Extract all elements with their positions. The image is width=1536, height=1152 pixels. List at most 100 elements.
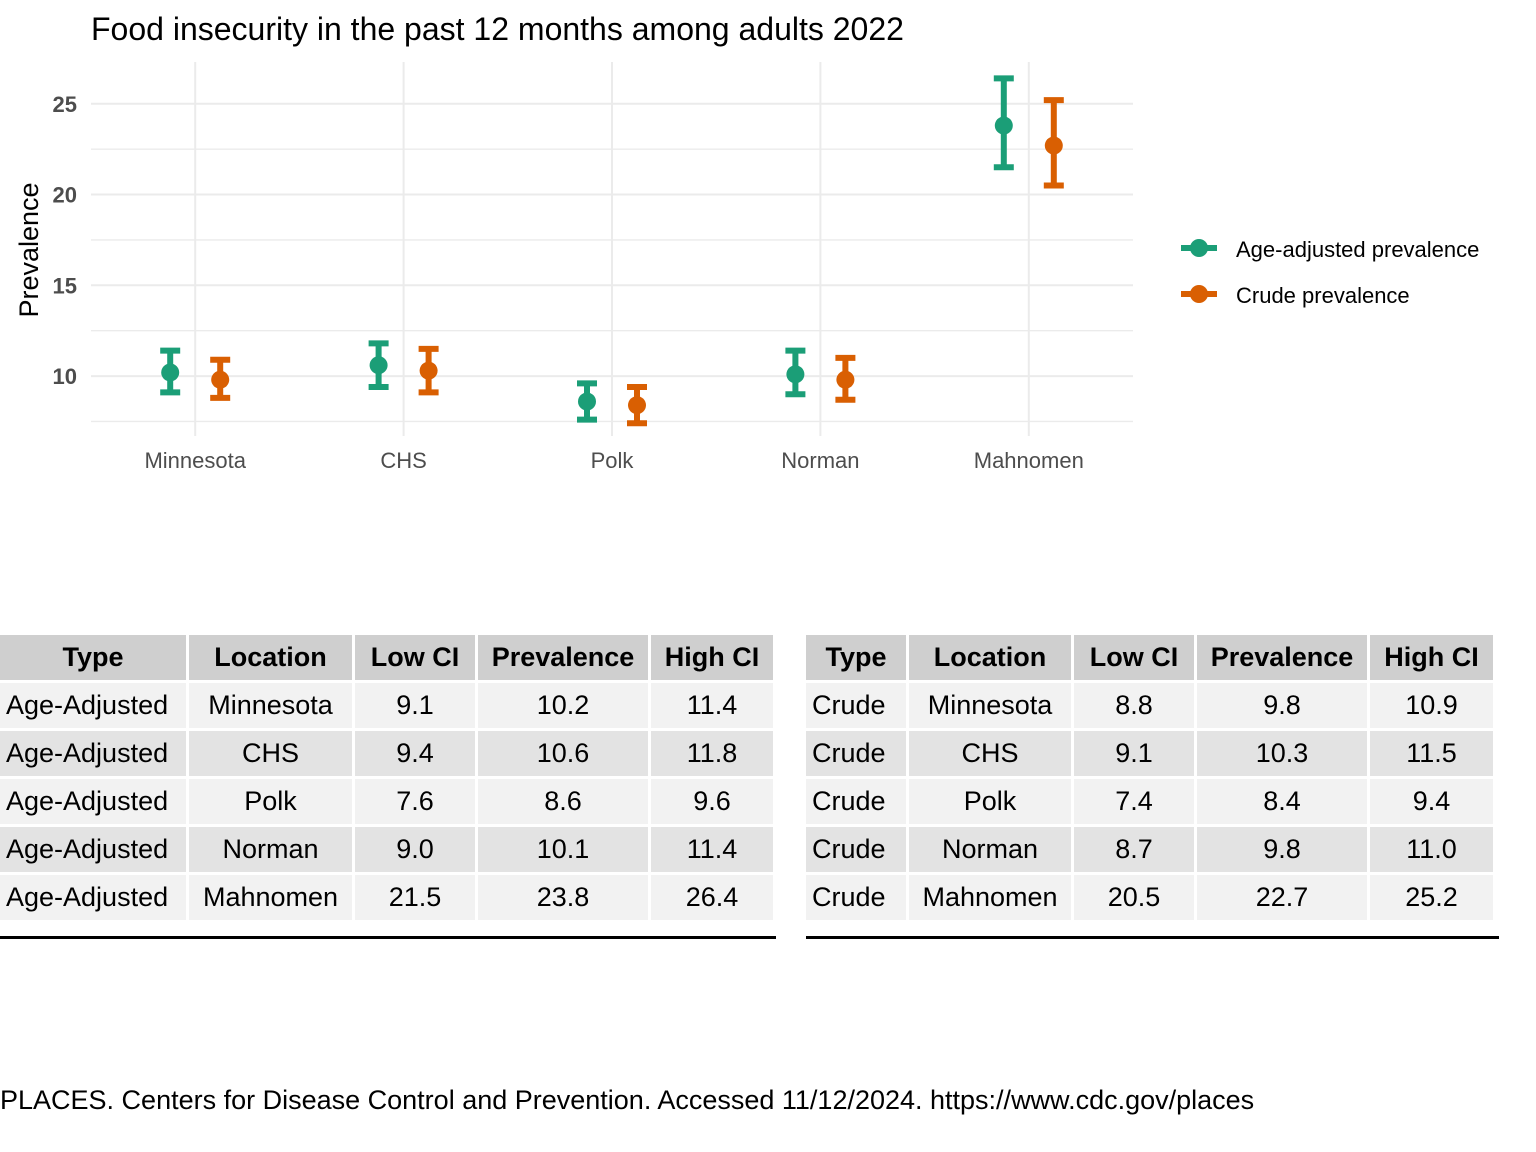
y-axis-label: Prevalence <box>14 182 44 317</box>
grid-layer <box>91 62 1133 436</box>
cell-prevalence: 10.2 <box>478 683 648 728</box>
header-type: Type <box>806 635 906 680</box>
cell-type: Crude <box>806 875 906 920</box>
chart-title: Food insecurity in the past 12 months am… <box>91 11 904 47</box>
x-tick-label: CHS <box>380 448 426 473</box>
cell-high-ci: 11.0 <box>1370 827 1493 872</box>
y-tick-label: 10 <box>53 364 77 389</box>
cell-high-ci: 26.4 <box>651 875 773 920</box>
cell-type: Age-Adjusted <box>0 779 186 824</box>
table-row: Crude Norman 8.7 9.8 11.0 <box>806 827 1493 872</box>
cell-location: Minnesota <box>909 683 1071 728</box>
source-footnote: PLACES. Centers for Disease Control and … <box>0 1085 1255 1115</box>
table-row: Age-Adjusted CHS 9.4 10.6 11.8 <box>0 731 773 776</box>
table-row: Age-Adjusted Minnesota 9.1 10.2 11.4 <box>0 683 773 728</box>
cell-low-ci: 9.1 <box>1074 731 1194 776</box>
data-point <box>786 365 805 384</box>
cell-high-ci: 25.2 <box>1370 875 1493 920</box>
errorbar-chart: Food insecurity in the past 12 months am… <box>14 11 1479 473</box>
cell-location: Norman <box>909 827 1071 872</box>
cell-high-ci: 11.5 <box>1370 731 1493 776</box>
cell-location: Polk <box>189 779 352 824</box>
y-tick-label: 20 <box>53 183 77 208</box>
table-row: Crude CHS 9.1 10.3 11.5 <box>806 731 1493 776</box>
cell-location: Mahnomen <box>189 875 352 920</box>
data-point <box>419 361 438 380</box>
error-bar-group <box>577 380 597 423</box>
error-bar-group <box>368 340 389 390</box>
cell-type: Crude <box>806 731 906 776</box>
cell-high-ci: 9.4 <box>1370 779 1493 824</box>
header-low-ci: Low CI <box>1074 635 1194 680</box>
cell-high-ci: 10.9 <box>1370 683 1493 728</box>
header-high-ci: High CI <box>1370 635 1493 680</box>
x-tick-labels: Minnesota CHS Polk Norman Mahnomen <box>144 448 1083 473</box>
legend: Age-adjusted prevalence Crude prevalence <box>1181 237 1479 308</box>
cell-location: Norman <box>189 827 352 872</box>
legend-key-point <box>1190 239 1208 257</box>
crude-table: Type Location Low CI Prevalence High CI … <box>803 632 1496 923</box>
legend-label: Crude prevalence <box>1236 283 1410 308</box>
header-location: Location <box>189 635 352 680</box>
error-bar-group <box>418 345 439 396</box>
table-row: Crude Minnesota 8.8 9.8 10.9 <box>806 683 1493 728</box>
y-tick-label: 15 <box>53 273 77 298</box>
cell-prevalence: 9.8 <box>1197 827 1367 872</box>
header-high-ci: High CI <box>651 635 773 680</box>
header-location: Location <box>909 635 1071 680</box>
data-point <box>1044 136 1063 155</box>
cell-high-ci: 11.4 <box>651 827 773 872</box>
cell-type: Crude <box>806 779 906 824</box>
cell-low-ci: 9.1 <box>355 683 475 728</box>
cell-type: Age-Adjusted <box>0 731 186 776</box>
cell-low-ci: 8.7 <box>1074 827 1194 872</box>
table-bottom-rule <box>806 936 1499 939</box>
cell-prevalence: 10.3 <box>1197 731 1367 776</box>
table-row: Age-Adjusted Mahnomen 21.5 23.8 26.4 <box>0 875 773 920</box>
cell-low-ci: 21.5 <box>355 875 475 920</box>
cell-location: Polk <box>909 779 1071 824</box>
table-header-row: Type Location Low CI Prevalence High CI <box>0 635 773 680</box>
age-adjusted-table: Type Location Low CI Prevalence High CI … <box>0 632 776 923</box>
cell-location: CHS <box>189 731 352 776</box>
cell-type: Age-Adjusted <box>0 683 186 728</box>
cell-type: Age-Adjusted <box>0 827 186 872</box>
header-prevalence: Prevalence <box>478 635 648 680</box>
cell-type: Age-Adjusted <box>0 875 186 920</box>
error-bar-marks <box>160 75 1064 427</box>
cell-prevalence: 23.8 <box>478 875 648 920</box>
data-point <box>994 116 1013 135</box>
error-bar-group <box>993 75 1014 171</box>
header-prevalence: Prevalence <box>1197 635 1367 680</box>
table-header-row: Type Location Low CI Prevalence High CI <box>806 635 1493 680</box>
error-bar-group <box>210 356 231 401</box>
table-bottom-rule <box>0 936 776 939</box>
data-point <box>578 392 596 411</box>
table-row: Crude Mahnomen 20.5 22.7 25.2 <box>806 875 1493 920</box>
cell-location: Minnesota <box>189 683 352 728</box>
cell-low-ci: 20.5 <box>1074 875 1194 920</box>
data-point <box>161 363 180 382</box>
cell-low-ci: 7.6 <box>355 779 475 824</box>
error-bar-group <box>785 347 806 398</box>
cell-prevalence: 8.4 <box>1197 779 1367 824</box>
cell-low-ci: 7.4 <box>1074 779 1194 824</box>
legend-key-point <box>1190 285 1208 303</box>
cell-type: Crude <box>806 683 906 728</box>
data-point <box>211 370 230 389</box>
cell-high-ci: 11.4 <box>651 683 773 728</box>
data-point <box>369 356 388 375</box>
cell-type: Crude <box>806 827 906 872</box>
cell-high-ci: 9.6 <box>651 779 773 824</box>
cell-low-ci: 9.4 <box>355 731 475 776</box>
cell-prevalence: 10.1 <box>478 827 648 872</box>
error-bar-group <box>160 347 181 396</box>
cell-prevalence: 22.7 <box>1197 875 1367 920</box>
cell-high-ci: 11.8 <box>651 731 773 776</box>
cell-location: CHS <box>909 731 1071 776</box>
error-bar-group <box>835 354 856 403</box>
legend-label: Age-adjusted prevalence <box>1236 237 1479 262</box>
x-tick-label: Polk <box>591 448 635 473</box>
cell-low-ci: 8.8 <box>1074 683 1194 728</box>
x-tick-label: Mahnomen <box>974 448 1084 473</box>
